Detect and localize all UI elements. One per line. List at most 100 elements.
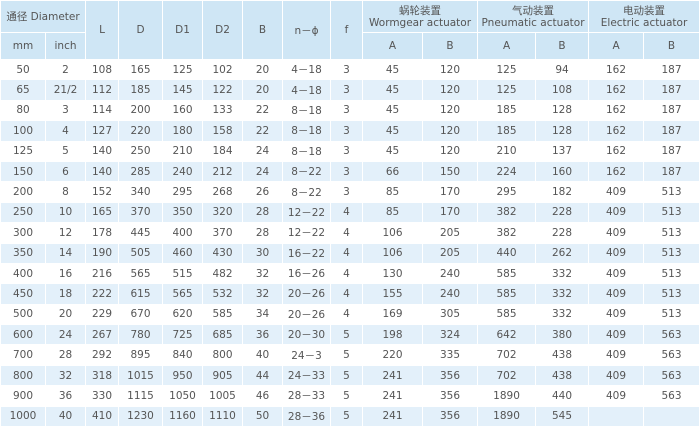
table-cell: 615 (118, 283, 164, 305)
table-cell: 250 (118, 140, 164, 162)
table-cell: 162 (588, 160, 645, 183)
table-cell: 120 (422, 79, 479, 101)
table-row: 200 8 152 340 295 268 26 8－22 3 85 170 295 182 409 513 (0, 181, 699, 203)
table-cell: 3 (330, 79, 364, 101)
table-cell: 6 (44, 160, 87, 183)
table-cell: 120 (422, 99, 479, 122)
table-cell: 4 (44, 120, 87, 142)
table-cell: 26 (242, 181, 284, 203)
table-cell: 585 (202, 303, 244, 326)
table-cell: 220 (118, 120, 164, 142)
table-cell: 100 (0, 120, 46, 142)
table-cell: 45 (362, 120, 424, 142)
table-cell: 229 (85, 303, 120, 326)
header-cell: mm (0, 32, 46, 60)
table-cell: 120 (422, 120, 479, 142)
table-cell: 160 (535, 160, 590, 183)
table-cell: 24 (44, 324, 87, 346)
table-cell: 185 (477, 120, 537, 142)
table-cell: 3 (330, 181, 364, 203)
table-cell: 320 (202, 201, 244, 224)
table-cell: 409 (588, 283, 645, 305)
table-cell: 45 (362, 79, 424, 101)
table-cell: 500 (0, 303, 46, 326)
table-cell: 262 (535, 242, 590, 264)
table-cell: 162 (588, 140, 645, 162)
table-row: 600 24 267 780 725 685 36 20－30 5 198 324 642 380 409… (0, 324, 699, 346)
table-cell: 85 (362, 201, 424, 224)
table-cell: 224 (477, 160, 537, 183)
table-cell: 8－22 (282, 181, 332, 203)
table-cell: 340 (118, 181, 164, 203)
table-cell: 228 (535, 222, 590, 244)
header-cell: A (588, 32, 645, 60)
group-header: 电动装置 Electric actuator (588, 0, 699, 33)
table-cell: 210 (162, 140, 204, 162)
table-cell: 840 (162, 344, 204, 366)
table-cell: 4－18 (282, 58, 332, 81)
empty-cell (643, 405, 699, 428)
table-cell: 12－22 (282, 222, 332, 244)
group-title-en: Electric actuator (600, 16, 688, 29)
table-cell: 5 (330, 324, 364, 346)
table-cell: 40 (44, 405, 87, 428)
table-cell: 1000 (0, 405, 46, 428)
table-cell: 305 (422, 303, 479, 326)
table-cell: 438 (535, 344, 590, 366)
table-cell: 600 (0, 324, 46, 346)
table-cell: 150 (0, 160, 46, 183)
table-cell: 505 (118, 242, 164, 264)
table-cell: 332 (535, 303, 590, 326)
table-cell: 198 (362, 324, 424, 346)
table-cell: 409 (588, 222, 645, 244)
table-cell: 94 (535, 58, 590, 81)
table-cell: 50 (0, 58, 46, 81)
table-cell: 20 (242, 79, 284, 101)
table-cell: 2 (44, 58, 87, 81)
table-cell: 4 (330, 283, 364, 305)
table-cell: 5 (44, 140, 87, 162)
table-cell: 212 (202, 160, 244, 183)
group-title-zh: 气动装置 (512, 4, 555, 17)
table-cell: 332 (535, 283, 590, 305)
table-cell: 5 (330, 344, 364, 366)
table-row: 1000 40 410 1230 1160 1110 50 28－36 5 241 356 1890 5… (0, 405, 699, 428)
table-row: 800 32 318 1015 950 905 44 24－33 5 241 356 702 438 40… (0, 364, 699, 387)
table-cell: 24－33 (282, 364, 332, 387)
table-cell: 127 (85, 120, 120, 142)
table-cell: 318 (85, 364, 120, 387)
table-cell: 140 (85, 160, 120, 183)
table-cell: 700 (0, 344, 46, 366)
table-cell: 725 (162, 324, 204, 346)
table-row: 100 4 127 220 180 158 22 8－18 3 45 120 185 128 162 187 (0, 120, 699, 142)
table-cell: 125 (162, 58, 204, 81)
table-cell: 160 (162, 99, 204, 122)
table-cell: 205 (422, 242, 479, 264)
table-cell: 482 (202, 262, 244, 285)
table-cell: 28 (44, 344, 87, 366)
table-cell: 563 (643, 324, 699, 346)
table-cell: 50 (242, 405, 284, 428)
header-cell: B (535, 32, 590, 60)
table-cell: 292 (85, 344, 120, 366)
table-row: 500 20 229 670 620 585 34 20－26 4 169 305 585 332 409… (0, 303, 699, 326)
table-cell: 162 (588, 120, 645, 142)
table-cell: 18 (44, 283, 87, 305)
table-cell: 4 (330, 201, 364, 224)
table-cell: 20 (44, 303, 87, 326)
table-cell: 563 (643, 385, 699, 407)
table-cell: 438 (535, 364, 590, 387)
table-row: 350 14 190 505 460 430 30 16－22 4 106 205 440 262 409… (0, 242, 699, 264)
table-cell: 3 (330, 58, 364, 81)
table-cell: 1890 (477, 385, 537, 407)
table-cell: 44 (242, 364, 284, 387)
table-cell: 800 (202, 344, 244, 366)
table-cell: 112 (85, 79, 120, 101)
table-cell: 125 (477, 79, 537, 101)
table-cell: 4－18 (282, 79, 332, 101)
table-row: 250 10 165 370 350 320 28 12－22 4 85 170 382 228 409 5… (0, 201, 699, 224)
